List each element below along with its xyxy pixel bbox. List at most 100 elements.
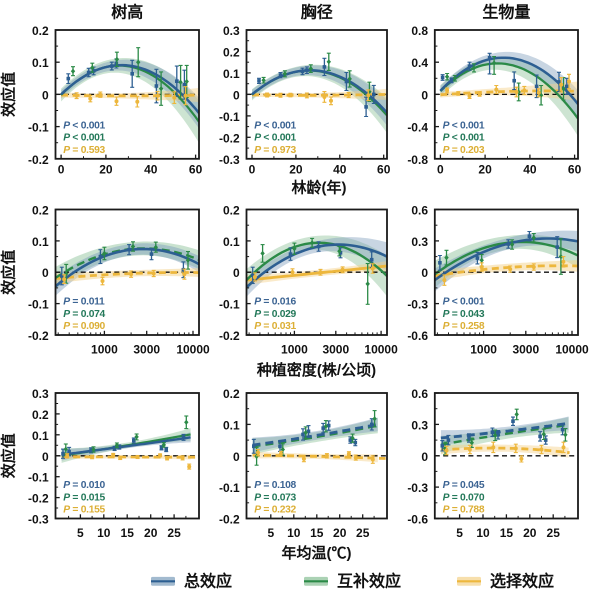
svg-text:年均温(℃): 年均温(℃) bbox=[282, 544, 352, 562]
svg-text:P < 0.001: P < 0.001 bbox=[63, 120, 105, 131]
svg-text:3000: 3000 bbox=[322, 343, 349, 357]
svg-text:-0.2: -0.2 bbox=[28, 492, 49, 506]
svg-text:25: 25 bbox=[356, 526, 370, 540]
svg-text:0.2: 0.2 bbox=[32, 24, 49, 38]
svg-text:P < 0.001: P < 0.001 bbox=[443, 133, 485, 144]
svg-text:P = 0.073: P = 0.073 bbox=[254, 492, 296, 503]
svg-text:P = 0.108: P = 0.108 bbox=[254, 480, 296, 491]
svg-text:P = 0.070: P = 0.070 bbox=[443, 492, 485, 503]
svg-text:0: 0 bbox=[437, 163, 444, 177]
svg-text:P = 0.593: P = 0.593 bbox=[63, 145, 105, 156]
svg-text:60: 60 bbox=[377, 163, 391, 177]
svg-text:P = 0.043: P = 0.043 bbox=[443, 309, 485, 320]
svg-text:效应值: 效应值 bbox=[0, 433, 18, 478]
svg-text:0.2: 0.2 bbox=[223, 204, 240, 218]
svg-text:P = 0.232: P = 0.232 bbox=[254, 505, 296, 516]
svg-text:P < 0.001: P < 0.001 bbox=[63, 133, 105, 144]
svg-text:0.3: 0.3 bbox=[223, 24, 240, 38]
svg-text:0.3: 0.3 bbox=[32, 387, 49, 401]
svg-text:0: 0 bbox=[249, 163, 256, 177]
svg-text:10: 10 bbox=[476, 526, 490, 540]
svg-text:10000: 10000 bbox=[176, 343, 210, 357]
svg-text:-0.2: -0.2 bbox=[219, 131, 240, 145]
svg-text:40: 40 bbox=[333, 163, 347, 177]
svg-text:种植密度(株/公顷): 种植密度(株/公顷) bbox=[256, 361, 376, 379]
svg-text:-0.2: -0.2 bbox=[28, 153, 49, 167]
svg-text:0.3: 0.3 bbox=[411, 418, 428, 432]
svg-text:互补效应: 互补效应 bbox=[337, 572, 401, 591]
svg-text:10000: 10000 bbox=[364, 343, 398, 357]
svg-text:-0.3: -0.3 bbox=[219, 153, 240, 167]
svg-text:-0.1: -0.1 bbox=[28, 121, 49, 135]
svg-text:树高: 树高 bbox=[111, 3, 143, 22]
svg-text:0.1: 0.1 bbox=[32, 235, 49, 249]
svg-text:20: 20 bbox=[523, 526, 537, 540]
svg-text:P = 0.155: P = 0.155 bbox=[63, 505, 105, 516]
svg-text:0.2: 0.2 bbox=[223, 387, 240, 401]
svg-text:-0.1: -0.1 bbox=[219, 110, 240, 124]
svg-text:-0.2: -0.2 bbox=[219, 329, 240, 343]
svg-text:P = 0.258: P = 0.258 bbox=[443, 321, 485, 332]
svg-text:P = 0.203: P = 0.203 bbox=[443, 145, 485, 156]
svg-text:0.6: 0.6 bbox=[411, 204, 428, 218]
svg-text:3000: 3000 bbox=[133, 343, 160, 357]
svg-text:1000: 1000 bbox=[470, 343, 497, 357]
svg-text:0: 0 bbox=[233, 450, 240, 464]
svg-text:-0.2: -0.2 bbox=[219, 513, 240, 527]
svg-text:P = 0.015: P = 0.015 bbox=[63, 492, 105, 503]
svg-text:效应值: 效应值 bbox=[0, 250, 18, 295]
svg-text:15: 15 bbox=[500, 526, 514, 540]
svg-text:生物量: 生物量 bbox=[482, 3, 530, 22]
svg-text:-0.6: -0.6 bbox=[407, 513, 428, 527]
svg-text:3000: 3000 bbox=[512, 343, 539, 357]
svg-text:P = 0.045: P = 0.045 bbox=[443, 480, 485, 491]
svg-text:20: 20 bbox=[478, 163, 492, 177]
svg-text:0.8: 0.8 bbox=[411, 24, 428, 38]
svg-text:-0.4: -0.4 bbox=[407, 121, 428, 135]
svg-text:-0.6: -0.6 bbox=[407, 329, 428, 343]
svg-text:P = 0.973: P = 0.973 bbox=[254, 145, 296, 156]
svg-text:0: 0 bbox=[233, 266, 240, 280]
svg-text:P = 0.029: P = 0.029 bbox=[254, 309, 296, 320]
svg-text:0: 0 bbox=[421, 450, 428, 464]
svg-text:选择效应: 选择效应 bbox=[490, 572, 554, 591]
svg-text:效应值: 效应值 bbox=[0, 72, 18, 117]
svg-text:0.1: 0.1 bbox=[223, 418, 240, 432]
svg-text:20: 20 bbox=[99, 163, 113, 177]
svg-text:5: 5 bbox=[77, 526, 84, 540]
svg-text:-0.1: -0.1 bbox=[219, 298, 240, 312]
svg-text:15: 15 bbox=[121, 526, 135, 540]
svg-text:0.1: 0.1 bbox=[32, 56, 49, 70]
svg-text:10: 10 bbox=[97, 526, 111, 540]
svg-text:10000: 10000 bbox=[555, 343, 589, 357]
svg-text:0: 0 bbox=[42, 88, 49, 102]
svg-text:10: 10 bbox=[287, 526, 301, 540]
svg-text:0.1: 0.1 bbox=[223, 67, 240, 81]
svg-text:40: 40 bbox=[523, 163, 537, 177]
svg-text:0.6: 0.6 bbox=[411, 387, 428, 401]
svg-text:P = 0.788: P = 0.788 bbox=[443, 505, 485, 516]
svg-text:0: 0 bbox=[42, 450, 49, 464]
svg-text:P = 0.090: P = 0.090 bbox=[63, 321, 105, 332]
svg-text:P = 0.016: P = 0.016 bbox=[254, 297, 296, 308]
svg-text:P = 0.010: P = 0.010 bbox=[63, 480, 105, 491]
svg-text:1000: 1000 bbox=[281, 343, 308, 357]
svg-text:0: 0 bbox=[421, 88, 428, 102]
svg-text:-0.3: -0.3 bbox=[407, 481, 428, 495]
svg-text:0: 0 bbox=[58, 163, 65, 177]
svg-text:0: 0 bbox=[42, 266, 49, 280]
svg-text:5: 5 bbox=[456, 526, 463, 540]
svg-text:25: 25 bbox=[547, 526, 561, 540]
svg-text:P < 0.001: P < 0.001 bbox=[443, 120, 485, 131]
svg-text:-0.1: -0.1 bbox=[28, 471, 49, 485]
svg-text:-0.8: -0.8 bbox=[407, 153, 428, 167]
svg-text:60: 60 bbox=[568, 163, 582, 177]
svg-text:25: 25 bbox=[167, 526, 181, 540]
svg-text:1000: 1000 bbox=[91, 343, 118, 357]
svg-text:-0.3: -0.3 bbox=[407, 298, 428, 312]
svg-text:P = 0.074: P = 0.074 bbox=[63, 309, 105, 320]
svg-text:0.2: 0.2 bbox=[223, 46, 240, 60]
svg-text:5: 5 bbox=[267, 526, 274, 540]
svg-text:胸径: 胸径 bbox=[301, 3, 333, 22]
svg-text:总效应: 总效应 bbox=[184, 572, 232, 591]
